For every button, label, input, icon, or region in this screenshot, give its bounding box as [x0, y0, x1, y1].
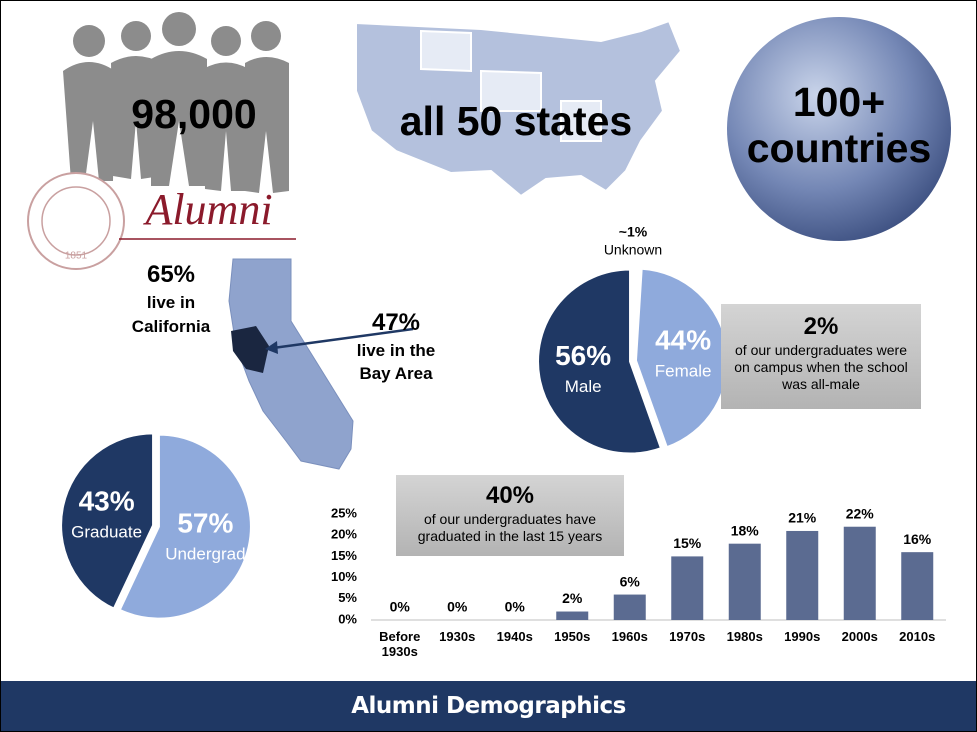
x-tick-label: 1980s [726, 629, 763, 644]
note-text: of our undergraduates have graduated in … [417, 511, 603, 544]
note-head: 2% [803, 313, 839, 340]
bar-value-label: 2% [562, 590, 583, 606]
bar-value-label: 21% [788, 510, 817, 526]
x-tick-label: 1990s [784, 629, 821, 644]
bar-value-label: 6% [620, 573, 641, 589]
bar [613, 594, 646, 620]
states-stat: all 50 states [399, 98, 633, 144]
bar-value-label: 22% [846, 505, 875, 521]
bar [556, 611, 589, 620]
y-tick-label: 5% [338, 590, 357, 605]
slice-label: Male [565, 377, 602, 396]
x-tick-label: 1960s [611, 629, 648, 644]
countries-stat: 100+ countries [746, 79, 932, 171]
bar [728, 543, 761, 620]
bar [901, 552, 934, 620]
x-tick-label: 2000s [841, 629, 878, 644]
bay-text: live in the Bay Area [356, 341, 436, 383]
bar-value-label: 15% [673, 535, 702, 551]
pie-slice [537, 268, 663, 455]
slice-label: Undergrad [165, 545, 245, 564]
state-pct: 65% [146, 261, 196, 288]
bar [843, 526, 876, 620]
x-tick-label: 1940s [496, 629, 533, 644]
pie-slice [632, 265, 640, 359]
y-tick-label: 0% [338, 611, 357, 626]
decade-note: 40% of our undergraduates have graduated… [396, 475, 624, 556]
alumni-count: 98,000 [131, 91, 257, 137]
seal-ring [41, 186, 111, 256]
slice-value-label: 56% [555, 340, 611, 371]
slice-value-label: ~1% [619, 224, 648, 240]
slice-value-label: 44% [655, 324, 711, 355]
logo-word: Alumni [142, 185, 272, 234]
bar-value-label: 16% [903, 531, 932, 547]
us-map-states [420, 29, 602, 142]
globe [727, 17, 951, 241]
slice-label: Female [655, 361, 712, 380]
y-tick-label: 20% [331, 527, 357, 542]
note-head: 40% [485, 482, 535, 509]
silhouettes [63, 12, 289, 193]
y-tick-label: 10% [331, 569, 357, 584]
x-tick-label: 2010s [899, 629, 936, 644]
x-tick-label: Before 1930s [379, 629, 421, 659]
slice-label: Graduate [71, 522, 142, 541]
pie-slice [60, 432, 155, 610]
slice-label: Unknown [604, 242, 662, 258]
bar [671, 556, 704, 620]
footer: Alumni Demographics [1, 681, 976, 731]
pie-slice [118, 433, 252, 620]
seal-year: 1851 [65, 251, 88, 262]
bay-pct: 47% [371, 309, 421, 336]
arrow [272, 327, 414, 350]
y-tick-label: 25% [331, 505, 357, 520]
arrow-head [265, 341, 278, 354]
x-tick-label: 1970s [669, 629, 706, 644]
slice-value-label: 43% [79, 485, 135, 516]
slice-value-label: 57% [177, 507, 233, 538]
bar-value-label: 0% [390, 599, 411, 615]
bay-area [231, 326, 269, 373]
bar-value-label: 0% [505, 599, 526, 615]
x-tick-label: 1930s [439, 629, 476, 644]
note-text: of our undergraduates were on campus whe… [734, 342, 908, 392]
bar-value-label: 0% [447, 599, 468, 615]
y-tick-label: 15% [331, 548, 357, 563]
bar [786, 530, 819, 620]
x-tick-label: 1950s [554, 629, 591, 644]
bar-value-label: 18% [731, 522, 760, 538]
state-text: live in California [131, 293, 211, 336]
gender-note: 2% of our undergraduates were on campus … [721, 304, 921, 409]
